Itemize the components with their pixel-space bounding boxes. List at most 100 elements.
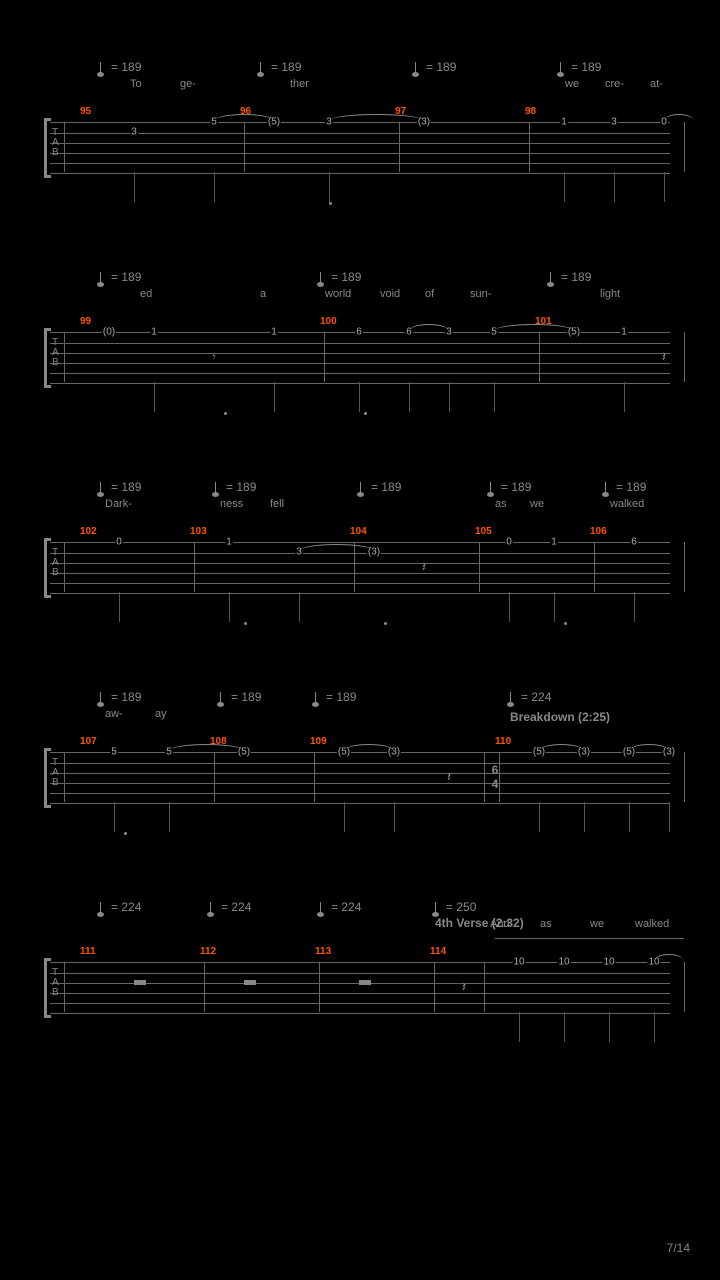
lyric: ness bbox=[220, 498, 243, 510]
fret-number: 1 bbox=[560, 117, 568, 128]
tempo-marking: = 224 bbox=[210, 900, 251, 914]
measure-number: 95 bbox=[80, 106, 91, 117]
measure-number: 104 bbox=[350, 526, 367, 537]
tie bbox=[664, 114, 694, 121]
lyric: walked bbox=[610, 498, 644, 510]
lyric: we bbox=[530, 498, 544, 510]
fret-number: 1 bbox=[550, 537, 558, 548]
vibrato-line: ~~~~~~~~~~~~~~~~~~~~~~~~~~~~~~~~~~~~~~~~… bbox=[494, 934, 684, 945]
measure-number: 99 bbox=[80, 316, 91, 327]
tie bbox=[329, 114, 424, 121]
staff-bracket bbox=[44, 118, 51, 178]
section-label: 4th Verse (2:32) bbox=[435, 916, 524, 930]
tempo-marking: = 189 bbox=[550, 270, 591, 284]
rest: 𝄽 bbox=[422, 559, 426, 576]
rest: 𝄽 bbox=[662, 349, 666, 366]
tempo-marking: = 189 bbox=[215, 480, 256, 494]
staff-bracket bbox=[44, 538, 51, 598]
lyric: void bbox=[380, 288, 400, 300]
lyric: we bbox=[590, 918, 604, 930]
tie bbox=[539, 744, 584, 751]
tempo-marking: = 189 bbox=[220, 690, 261, 704]
fret-number: 0 bbox=[505, 537, 513, 548]
tempo-marking: = 189 bbox=[100, 60, 141, 74]
fret-number: 5 bbox=[110, 747, 118, 758]
rest: 𝄽 bbox=[447, 769, 451, 786]
tempo-marking: = 189 bbox=[490, 480, 531, 494]
measure-number: 107 bbox=[80, 736, 97, 747]
tab-clef: TAB bbox=[52, 758, 60, 788]
staff-system: = 189= 189= 189= 224aw-ayBreakdown (2:25… bbox=[40, 690, 680, 830]
rest: 𝄽 bbox=[462, 979, 466, 996]
measure-number: 98 bbox=[525, 106, 536, 117]
measure-number: 110 bbox=[495, 736, 511, 747]
tab-clef: TAB bbox=[52, 338, 60, 368]
staff-system: = 189= 189= 189edaworldvoidofsun-light99… bbox=[40, 270, 680, 410]
tie bbox=[654, 954, 684, 961]
lyric: light bbox=[600, 288, 620, 300]
tempo-marking: = 189 bbox=[100, 480, 141, 494]
measure-number: 103 bbox=[190, 526, 207, 537]
whole-rest bbox=[359, 980, 371, 985]
lyric: Dark- bbox=[105, 498, 132, 510]
tempo-marking: = 189 bbox=[100, 270, 141, 284]
whole-rest bbox=[134, 980, 146, 985]
staff-bracket bbox=[44, 328, 51, 388]
fret-number: 0 bbox=[115, 537, 123, 548]
lyric: as bbox=[495, 498, 507, 510]
tie bbox=[494, 324, 574, 331]
fret-number: 6 bbox=[630, 537, 638, 548]
lyric: walked bbox=[635, 918, 669, 930]
tempo-marking: = 189 bbox=[100, 690, 141, 704]
tie bbox=[344, 744, 394, 751]
tempo-marking: = 250 bbox=[435, 900, 476, 914]
tempo-marking: = 189 bbox=[560, 60, 601, 74]
measure-number: 114 bbox=[430, 946, 446, 957]
lyric: ay bbox=[155, 708, 167, 720]
fret-number: (0) bbox=[102, 327, 116, 338]
fret-number: 3 bbox=[610, 117, 618, 128]
lyric: cre- bbox=[605, 78, 624, 90]
lyric: of bbox=[425, 288, 434, 300]
measure-number: 109 bbox=[310, 736, 327, 747]
lyric: To bbox=[130, 78, 142, 90]
lyric: sun- bbox=[470, 288, 491, 300]
fret-number: 10 bbox=[512, 957, 525, 968]
fret-number: 1 bbox=[270, 327, 278, 338]
fret-number: 1 bbox=[225, 537, 233, 548]
staff-bracket bbox=[44, 958, 51, 1018]
section-label: Breakdown (2:25) bbox=[510, 710, 610, 724]
whole-rest bbox=[244, 980, 256, 985]
tab-sheet: = 189= 189= 189= 189Toge-therwecre-at-95… bbox=[0, 0, 720, 1040]
measure-number: 105 bbox=[475, 526, 492, 537]
staff-system: = 224= 224= 224= 250Andaswewalked4th Ver… bbox=[40, 900, 680, 1040]
staff-system: = 189= 189= 189= 189Toge-therwecre-at-95… bbox=[40, 60, 680, 200]
tempo-marking: = 189 bbox=[415, 60, 456, 74]
tab-clef: TAB bbox=[52, 548, 60, 578]
fret-number: 10 bbox=[602, 957, 615, 968]
tab-staff: TAB10101010𝄽~~~~~~~~~~~~~~~~~~~~~~~~~~~~… bbox=[50, 962, 670, 1022]
tempo-marking: = 189 bbox=[315, 690, 356, 704]
lyric: world bbox=[325, 288, 351, 300]
tie bbox=[409, 324, 449, 331]
fret-number: 6 bbox=[355, 327, 363, 338]
staff-system: = 189= 189= 189= 189= 189Dark-nessfellas… bbox=[40, 480, 680, 620]
measure-number: 106 bbox=[590, 526, 607, 537]
fret-number: 3 bbox=[130, 127, 138, 138]
tab-clef: TAB bbox=[52, 968, 60, 998]
lyric: a bbox=[260, 288, 266, 300]
tempo-marking: = 189 bbox=[260, 60, 301, 74]
tempo-marking: = 224 bbox=[100, 900, 141, 914]
tie bbox=[299, 544, 374, 551]
tab-staff: TAB(0)116635(5)1𝄾𝄽 bbox=[50, 332, 670, 392]
tempo-marking: = 189 bbox=[320, 270, 361, 284]
fret-number: 1 bbox=[620, 327, 628, 338]
measure-number: 102 bbox=[80, 526, 97, 537]
tempo-marking: = 224 bbox=[510, 690, 551, 704]
fret-number: 10 bbox=[557, 957, 570, 968]
fret-number: 1 bbox=[150, 327, 158, 338]
page-number: 7/14 bbox=[667, 1241, 690, 1255]
time-signature: 6 bbox=[488, 764, 502, 776]
lyric: ther bbox=[290, 78, 309, 90]
tab-staff: TAB013(3)016𝄽 bbox=[50, 542, 670, 602]
